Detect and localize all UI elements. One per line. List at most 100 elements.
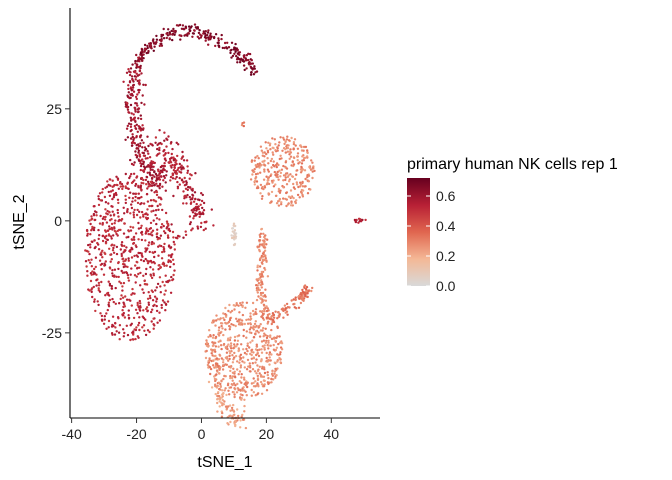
scatter-point xyxy=(230,344,233,347)
scatter-point xyxy=(165,170,168,173)
scatter-point xyxy=(141,146,144,149)
scatter-point xyxy=(114,326,117,329)
scatter-point xyxy=(254,164,257,167)
scatter-point xyxy=(290,299,293,302)
scatter-point xyxy=(237,349,240,353)
scatter-point xyxy=(274,149,277,152)
scatter-point xyxy=(144,212,147,216)
scatter-point xyxy=(133,124,137,128)
scatter-point xyxy=(277,204,281,207)
scatter-point xyxy=(217,345,220,348)
scatter-point xyxy=(228,357,231,361)
scatter-point xyxy=(142,316,145,320)
scatter-point xyxy=(269,335,272,339)
scatter-point xyxy=(142,162,145,166)
scatter-point xyxy=(190,229,193,232)
scatter-point xyxy=(258,273,262,276)
scatter-point xyxy=(303,169,307,172)
scatter-point xyxy=(178,170,181,173)
scatter-point xyxy=(134,102,137,105)
scatter-point xyxy=(148,171,151,174)
scatter-point xyxy=(213,377,217,381)
x-tick-label: 0 xyxy=(198,426,206,442)
scatter-point xyxy=(119,182,122,185)
scatter-point xyxy=(255,165,258,169)
scatter-point xyxy=(164,152,167,155)
scatter-point xyxy=(143,47,147,50)
scatter-point xyxy=(260,197,264,200)
scatter-point xyxy=(149,266,152,269)
scatter-point xyxy=(233,236,236,239)
scatter-point xyxy=(137,238,140,241)
scatter-point xyxy=(218,353,221,356)
scatter-point xyxy=(263,379,266,382)
scatter-point xyxy=(90,258,93,261)
scatter-point xyxy=(265,147,268,150)
scatter-point xyxy=(103,318,107,321)
scatter-point xyxy=(127,314,130,317)
scatter-point xyxy=(306,295,309,299)
scatter-point xyxy=(124,249,127,252)
scatter-point xyxy=(108,247,111,250)
scatter-point xyxy=(222,312,225,315)
scatter-point xyxy=(194,197,197,201)
scatter-point xyxy=(141,124,144,127)
scatter-point xyxy=(156,147,159,151)
scatter-point xyxy=(241,58,244,61)
x-tick-label: -20 xyxy=(126,426,146,442)
scatter-point xyxy=(240,123,244,127)
scatter-point xyxy=(149,274,153,277)
scatter-point xyxy=(129,225,132,229)
scatter-point xyxy=(209,372,212,376)
scatter-point xyxy=(252,356,255,359)
scatter-point xyxy=(221,389,224,392)
scatter-point xyxy=(114,230,118,233)
scatter-point xyxy=(170,223,173,226)
scatter-point xyxy=(138,196,141,200)
scatter-point xyxy=(149,168,152,172)
scatter-point xyxy=(154,141,157,144)
scatter-point xyxy=(236,343,239,346)
scatter-point xyxy=(117,261,120,264)
scatter-point xyxy=(285,302,289,306)
scatter-point xyxy=(111,269,114,272)
scatter-point xyxy=(145,183,148,186)
scatter-point xyxy=(311,286,314,290)
scatter-point xyxy=(259,232,263,235)
scatter-point xyxy=(126,181,129,184)
scatter-point xyxy=(161,33,165,37)
scatter-point xyxy=(129,273,132,276)
scatter-point xyxy=(129,338,132,342)
scatter-point xyxy=(186,171,189,175)
scatter-point xyxy=(263,258,266,262)
scatter-point xyxy=(125,101,128,105)
scatter-point xyxy=(153,170,156,174)
scatter-point xyxy=(219,331,222,335)
scatter-point xyxy=(253,183,256,186)
scatter-point xyxy=(139,216,142,219)
scatter-point xyxy=(133,328,136,331)
scatter-point xyxy=(284,307,287,310)
scatter-point xyxy=(211,336,215,339)
scatter-point xyxy=(115,275,118,278)
scatter-point xyxy=(220,347,223,351)
scatter-point xyxy=(252,170,255,173)
scatter-point xyxy=(185,183,188,186)
scatter-point xyxy=(190,201,193,204)
scatter-point xyxy=(91,295,94,299)
scatter-point xyxy=(162,37,166,40)
scatter-point xyxy=(105,327,108,330)
scatter-point xyxy=(185,180,188,183)
scatter-point xyxy=(178,176,181,180)
scatter-point xyxy=(97,281,101,285)
scatter-point xyxy=(259,171,262,174)
scatter-point xyxy=(240,343,243,346)
scatter-point xyxy=(124,138,127,141)
scatter-point xyxy=(151,240,154,244)
scatter-point xyxy=(240,381,243,384)
scatter-point xyxy=(133,75,137,78)
scatter-point xyxy=(244,426,248,430)
scatter-point xyxy=(158,203,162,206)
scatter-point xyxy=(260,392,264,395)
scatter-point xyxy=(202,30,205,33)
